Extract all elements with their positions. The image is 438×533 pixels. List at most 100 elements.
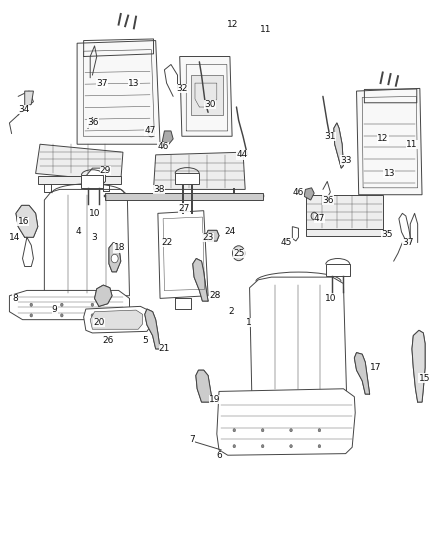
- Text: 27: 27: [178, 204, 190, 213]
- Circle shape: [290, 445, 292, 448]
- Circle shape: [111, 254, 118, 263]
- Polygon shape: [145, 309, 160, 349]
- Text: 31: 31: [325, 132, 336, 141]
- Text: 20: 20: [93, 318, 105, 327]
- Polygon shape: [180, 56, 232, 136]
- Circle shape: [91, 303, 94, 306]
- Polygon shape: [193, 259, 208, 301]
- Circle shape: [236, 250, 241, 256]
- Text: 13: 13: [384, 169, 395, 178]
- Text: 11: 11: [260, 26, 272, 35]
- Polygon shape: [95, 285, 112, 306]
- Polygon shape: [10, 290, 130, 320]
- Text: 12: 12: [377, 134, 389, 143]
- Text: 10: 10: [89, 209, 100, 218]
- Polygon shape: [84, 168, 106, 189]
- Circle shape: [91, 314, 94, 317]
- Polygon shape: [292, 227, 298, 241]
- Text: 6: 6: [216, 451, 222, 460]
- Text: 24: 24: [224, 228, 236, 237]
- Circle shape: [261, 429, 264, 432]
- Polygon shape: [162, 131, 173, 144]
- Polygon shape: [81, 175, 103, 188]
- Circle shape: [60, 314, 63, 317]
- Text: 47: 47: [314, 214, 325, 223]
- Text: 47: 47: [144, 126, 155, 135]
- Text: 29: 29: [100, 166, 111, 175]
- Text: 28: 28: [209, 291, 220, 300]
- Text: 15: 15: [418, 374, 430, 383]
- Text: 3: 3: [91, 233, 97, 242]
- Polygon shape: [25, 91, 33, 107]
- Bar: [38, 176, 121, 184]
- Polygon shape: [175, 173, 199, 184]
- Polygon shape: [16, 205, 38, 237]
- Text: 25: 25: [233, 249, 244, 258]
- Polygon shape: [250, 277, 346, 391]
- Polygon shape: [206, 230, 219, 241]
- Text: 18: 18: [113, 244, 125, 253]
- Text: 13: 13: [128, 78, 140, 87]
- Text: 32: 32: [176, 84, 187, 93]
- Text: 7: 7: [189, 435, 195, 444]
- Text: 11: 11: [406, 140, 418, 149]
- Text: 22: 22: [161, 238, 172, 247]
- Polygon shape: [412, 330, 425, 402]
- Text: 46: 46: [293, 188, 304, 197]
- Text: 35: 35: [381, 230, 393, 239]
- Bar: [306, 229, 383, 236]
- Text: 8: 8: [12, 294, 18, 303]
- Polygon shape: [191, 75, 223, 115]
- Polygon shape: [304, 188, 314, 200]
- Circle shape: [30, 314, 32, 317]
- Circle shape: [311, 212, 317, 220]
- Text: 21: 21: [159, 344, 170, 353]
- Text: 4: 4: [76, 228, 81, 237]
- Polygon shape: [90, 310, 143, 329]
- Circle shape: [290, 429, 292, 432]
- Text: 14: 14: [10, 233, 21, 242]
- Text: 44: 44: [236, 150, 247, 159]
- Text: 46: 46: [157, 142, 169, 151]
- Text: 1: 1: [246, 318, 252, 327]
- Polygon shape: [354, 353, 370, 394]
- Polygon shape: [44, 189, 130, 296]
- Text: 26: 26: [102, 336, 113, 345]
- Text: 30: 30: [205, 100, 216, 109]
- Text: 9: 9: [52, 304, 57, 313]
- Polygon shape: [109, 243, 121, 272]
- Polygon shape: [84, 306, 151, 333]
- Text: 45: 45: [281, 238, 292, 247]
- Circle shape: [233, 445, 236, 448]
- Polygon shape: [35, 144, 123, 181]
- Text: 12: 12: [227, 20, 239, 29]
- Polygon shape: [196, 370, 212, 402]
- Text: 17: 17: [371, 363, 382, 372]
- Circle shape: [318, 445, 321, 448]
- Polygon shape: [326, 264, 350, 276]
- Circle shape: [30, 303, 32, 306]
- Polygon shape: [158, 211, 208, 298]
- Circle shape: [261, 445, 264, 448]
- Circle shape: [148, 128, 155, 137]
- Text: 38: 38: [153, 185, 164, 194]
- Polygon shape: [334, 123, 343, 168]
- Text: 19: 19: [209, 395, 220, 404]
- Text: 2: 2: [229, 307, 234, 316]
- Circle shape: [233, 429, 236, 432]
- Circle shape: [60, 303, 63, 306]
- Text: 23: 23: [202, 233, 214, 242]
- Text: 36: 36: [322, 196, 334, 205]
- Polygon shape: [306, 195, 383, 229]
- Text: 37: 37: [96, 78, 108, 87]
- Circle shape: [318, 429, 321, 432]
- Text: 34: 34: [18, 105, 29, 114]
- Polygon shape: [106, 193, 263, 200]
- Polygon shape: [77, 41, 160, 144]
- Polygon shape: [217, 389, 355, 455]
- Text: 37: 37: [402, 238, 413, 247]
- Polygon shape: [153, 152, 245, 189]
- Text: 36: 36: [88, 118, 99, 127]
- Circle shape: [233, 246, 245, 261]
- Text: 16: 16: [18, 217, 29, 226]
